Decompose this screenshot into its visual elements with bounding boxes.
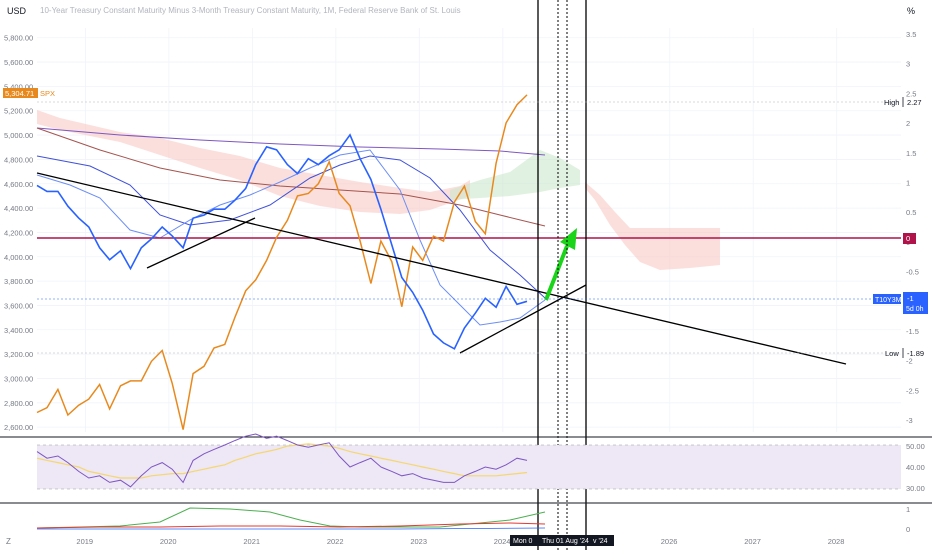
- lower-tick-0: 0: [906, 525, 910, 534]
- rsi-tick-50: 50.00: [906, 442, 925, 451]
- t10y3m-series-line: [36, 133, 528, 350]
- rsi-band: [37, 445, 901, 489]
- left-tick-label: 3,400.00: [4, 326, 33, 335]
- lower-tick-1: 1: [906, 505, 910, 514]
- spx-price-text: 5,304.71: [5, 89, 34, 98]
- countdown-text: 5d 0h: [906, 306, 924, 313]
- left-tick-label: 4,400.00: [4, 204, 33, 213]
- x-tick-label: 2027: [744, 537, 761, 546]
- right-tick-label: 2.5: [906, 89, 916, 98]
- lower-blue-line: [37, 527, 546, 530]
- left-tick-label: 4,600.00: [4, 180, 33, 189]
- left-tick-label: 3,000.00: [4, 374, 33, 383]
- x-tick-label: 2026: [661, 537, 678, 546]
- ma-brown-line: [36, 127, 546, 227]
- x-tick-label: 2023: [410, 537, 427, 546]
- time-badge: [510, 535, 614, 546]
- left-tick-label: 3,200.00: [4, 350, 33, 359]
- cloud-red-1: [37, 110, 470, 214]
- chart-title: 10-Year Treasury Constant Maturity Minus…: [40, 6, 461, 15]
- left-tick-label: 5,200.00: [4, 107, 33, 116]
- left-tick-label: 5,800.00: [4, 34, 33, 43]
- x-tick-label: 2028: [828, 537, 845, 546]
- right-tick-label: -1.5: [906, 327, 919, 336]
- left-tick-label: 4,800.00: [4, 155, 33, 164]
- spx-symbol-text: SPX: [40, 89, 55, 98]
- rsi-tick-30: 30.00: [906, 484, 925, 493]
- time-label-mid: Thu 01 Aug '24: [542, 538, 589, 545]
- symbol-value: -1: [907, 294, 914, 303]
- x-axis: 2019202020212022202320242025202620272028: [76, 537, 844, 546]
- symbol-badge: [873, 294, 901, 304]
- spx-price-badge: [3, 88, 38, 98]
- trendline-long[interactable]: [36, 172, 847, 365]
- cloud-green-1: [450, 150, 580, 200]
- x-tick-label: 2021: [243, 537, 260, 546]
- cloud-red-2: [585, 182, 720, 270]
- low-value: -1.89: [907, 349, 924, 358]
- left-tick-label: 2,800.00: [4, 399, 33, 408]
- zero-value: 0: [906, 234, 910, 243]
- rsi-ma-line: [36, 443, 528, 479]
- ma-purple-line: [36, 127, 546, 156]
- left-tick-label: 5,000.00: [4, 131, 33, 140]
- left-tick-label: 5,400.00: [4, 82, 33, 91]
- upward-arrow-icon: [544, 228, 577, 301]
- right-tick-label: -0.5: [906, 268, 919, 277]
- left-tick-label: 4,200.00: [4, 228, 33, 237]
- right-tick-label: 3: [906, 60, 910, 69]
- right-tick-label: -2: [906, 357, 913, 366]
- symbol-value-badge: [903, 292, 928, 314]
- zero-badge: [903, 233, 916, 244]
- x-tick-label: 2019: [76, 537, 93, 546]
- rsi-tick-40: 40.00: [906, 463, 925, 472]
- ma-fast-line: [36, 149, 546, 326]
- left-tick-label: 4,000.00: [4, 253, 33, 262]
- currency-label[interactable]: USD: [7, 6, 27, 16]
- x-tick-label: 2022: [327, 537, 344, 546]
- right-axis: 3.5 3 2.5 2 1.5 1 0.5 0 -0.5 -1 -1.5 -2 -2.5 -3: [906, 30, 919, 425]
- left-tick-label: 3,600.00: [4, 301, 33, 310]
- time-label-left: Mon 0: [513, 538, 533, 545]
- left-tick-label: 5,600.00: [4, 58, 33, 67]
- lower-red-line: [36, 522, 546, 529]
- left-axis: 5,800.00 5,600.00 5,400.00 5,200.00 5,000.00…: [4, 34, 33, 432]
- spx-series-line: [36, 94, 528, 430]
- trendline-2022-2024[interactable]: [459, 284, 587, 354]
- right-tick-label: 1: [906, 178, 910, 187]
- low-label: Low: [885, 349, 899, 358]
- right-tick-label: -3: [906, 416, 913, 425]
- symbol-name: T10Y3M: [875, 297, 902, 304]
- right-tick-label: 3.5: [906, 30, 916, 39]
- logo-z[interactable]: Z: [6, 537, 11, 546]
- time-label-right: v '24: [593, 538, 608, 545]
- right-tick-label: 2: [906, 119, 910, 128]
- right-tick-label: 1.5: [906, 149, 916, 158]
- trendline-2019-2021[interactable]: [146, 217, 256, 269]
- x-tick-label: 2024: [494, 537, 511, 546]
- rsi-line: [36, 433, 528, 488]
- high-value: 2.27: [907, 98, 922, 107]
- lower-green-line: [36, 507, 546, 529]
- left-tick-label: 3,800.00: [4, 277, 33, 286]
- x-tick-label: 2020: [160, 537, 177, 546]
- right-tick-label: 0.5: [906, 208, 916, 217]
- left-tick-label: 2,600.00: [4, 423, 33, 432]
- right-tick-label: -2.5: [906, 386, 919, 395]
- percent-label[interactable]: %: [907, 6, 915, 16]
- high-label: High: [884, 98, 899, 107]
